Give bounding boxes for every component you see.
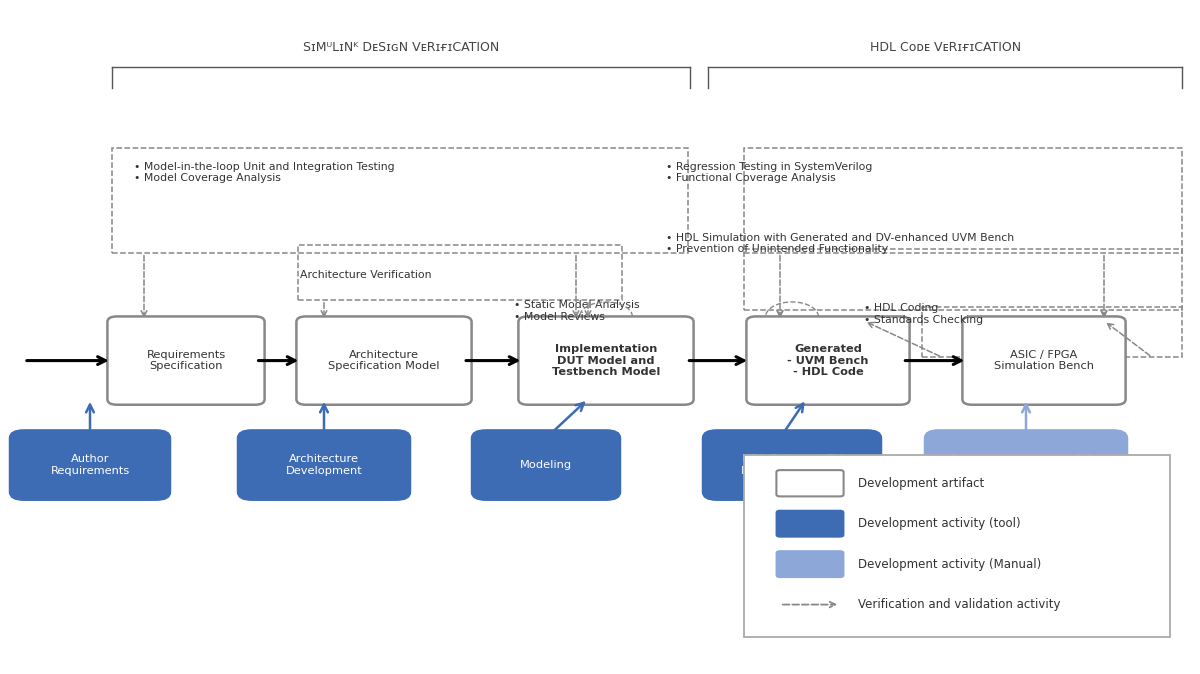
FancyBboxPatch shape bbox=[746, 317, 910, 404]
Text: Verification and validation activity: Verification and validation activity bbox=[858, 598, 1061, 611]
Text: Implementation
DUT Model and
Testbench Model: Implementation DUT Model and Testbench M… bbox=[552, 344, 660, 377]
Text: Modeling: Modeling bbox=[520, 460, 572, 470]
FancyBboxPatch shape bbox=[10, 430, 170, 500]
Text: HDL Cᴏᴅᴇ VᴇRɪғɪCATION: HDL Cᴏᴅᴇ VᴇRɪғɪCATION bbox=[870, 40, 1021, 54]
Bar bbox=[112, 148, 688, 253]
Text: Development activity (Manual): Development activity (Manual) bbox=[858, 557, 1042, 571]
FancyBboxPatch shape bbox=[238, 430, 410, 500]
Bar bbox=[744, 455, 1170, 637]
Bar bbox=[298, 245, 622, 300]
Text: • Model-in-the-loop Unit and Integration Testing
• Model Coverage Analysis: • Model-in-the-loop Unit and Integration… bbox=[134, 162, 395, 183]
Text: • HDL Coding
• Standards Checking: • HDL Coding • Standards Checking bbox=[864, 303, 983, 325]
FancyBboxPatch shape bbox=[518, 317, 694, 404]
Text: • HDL Simulation with Generated and DV-enhanced UVM Bench
• Prevention of Uninte: • HDL Simulation with Generated and DV-e… bbox=[666, 233, 1014, 254]
Bar bbox=[744, 249, 1182, 310]
Text: SɪMᵁLɪNᴷ DᴇSɪɢN VᴇRɪғɪCATION: SɪMᵁLɪNᴷ DᴇSɪɢN VᴇRɪғɪCATION bbox=[302, 40, 499, 54]
Text: ASIC / FPGA
Simulation Bench: ASIC / FPGA Simulation Bench bbox=[994, 350, 1094, 371]
FancyBboxPatch shape bbox=[776, 470, 844, 496]
Text: Development activity (tool): Development activity (tool) bbox=[858, 517, 1021, 530]
Text: • Regression Testing in SystemVerilog
• Functional Coverage Analysis: • Regression Testing in SystemVerilog • … bbox=[666, 162, 872, 183]
FancyBboxPatch shape bbox=[962, 317, 1126, 404]
FancyBboxPatch shape bbox=[776, 511, 844, 537]
Text: • Static Model Analysis
• Model Reviews: • Static Model Analysis • Model Reviews bbox=[514, 300, 640, 321]
Text: Enhance and use in ASIC /
FPGA Simulation Bench: Enhance and use in ASIC / FPGA Simulatio… bbox=[952, 454, 1100, 476]
Bar bbox=[922, 307, 1182, 357]
Text: Author
Requirements: Author Requirements bbox=[50, 454, 130, 476]
FancyBboxPatch shape bbox=[296, 317, 472, 404]
FancyBboxPatch shape bbox=[924, 430, 1128, 500]
Text: Architecture
Specification Model: Architecture Specification Model bbox=[329, 350, 439, 371]
FancyBboxPatch shape bbox=[108, 317, 265, 404]
FancyBboxPatch shape bbox=[776, 551, 844, 577]
Text: Requirements
Specification: Requirements Specification bbox=[146, 350, 226, 371]
Text: Development artifact: Development artifact bbox=[858, 477, 984, 490]
Text: Architecture
Development: Architecture Development bbox=[286, 454, 362, 476]
Text: Architecture Verification: Architecture Verification bbox=[300, 270, 432, 280]
Bar bbox=[744, 148, 1182, 253]
FancyBboxPatch shape bbox=[472, 430, 620, 500]
Text: HDL Code and SV
Bench Generation: HDL Code and SV Bench Generation bbox=[740, 454, 844, 476]
Text: Generated
- UVM Bench
- HDL Code: Generated - UVM Bench - HDL Code bbox=[787, 344, 869, 377]
FancyBboxPatch shape bbox=[703, 430, 882, 500]
